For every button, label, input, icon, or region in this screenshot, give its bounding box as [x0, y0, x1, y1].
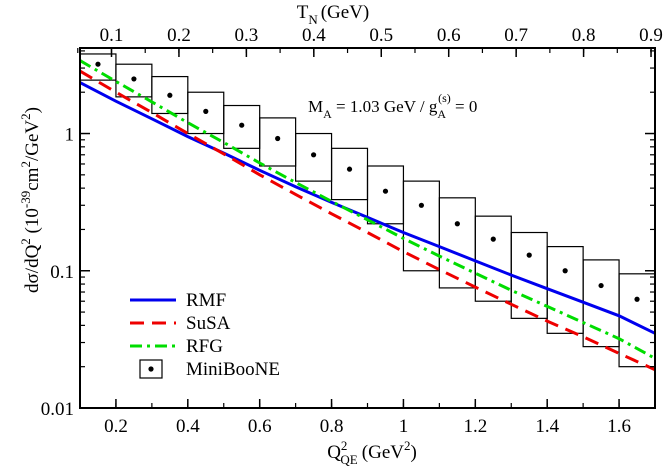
x-tick-label: 0.2 [104, 416, 128, 437]
y-tick-label: 0.01 [41, 399, 74, 420]
top-tick-label: 0.4 [302, 25, 326, 46]
top-tick-label: 0.1 [100, 25, 124, 46]
series-line-susa [79, 69, 656, 372]
series-line-rmf [79, 81, 656, 335]
miniboone-error-box [259, 117, 297, 167]
miniboone-point [203, 108, 209, 114]
x-tick-label: 0.8 [320, 416, 344, 437]
y-tick-label: 1 [65, 125, 75, 146]
top-tick-label: 0.7 [504, 25, 528, 46]
miniboone-error-box [330, 147, 369, 201]
series-layer [79, 59, 656, 372]
miniboone-point [275, 135, 281, 142]
top-tick-label: 0.5 [369, 25, 393, 46]
miniboone-point [454, 221, 460, 227]
miniboone-point [562, 268, 568, 274]
miniboone-error-box [438, 197, 476, 289]
x-tick-label: 1 [399, 416, 409, 437]
miniboone-point [239, 122, 245, 128]
legend-box-miniboone [139, 359, 163, 379]
miniboone-point [346, 166, 353, 172]
miniboone-error-box [618, 273, 656, 368]
x-axis-title: Q2 QE (GeV2) [327, 438, 417, 467]
x-tick-label: 0.4 [176, 416, 200, 437]
miniboone-point [418, 202, 425, 208]
miniboone-error-box [79, 53, 117, 81]
x-tick-label: 1.2 [463, 416, 487, 437]
top-tick-label: 0.8 [572, 25, 596, 46]
top-tick-label: 0.6 [437, 25, 461, 46]
miniboone-error-box [366, 165, 405, 225]
top-tick-label: 0.9 [639, 25, 663, 46]
data-layer [79, 53, 656, 368]
miniboone-point [382, 188, 389, 194]
miniboone-point [634, 296, 640, 302]
x-tick-label: 1.4 [535, 416, 559, 437]
top-tick-label: 0.2 [167, 25, 191, 46]
legend-label: RMF [186, 290, 226, 311]
legend-label: MiniBooNE [186, 359, 280, 380]
miniboone-point [95, 61, 101, 67]
y-axis-title: dσ/dQ2 (10-39cm2/GeV2) [18, 107, 43, 293]
top-tick-label: 0.3 [235, 25, 259, 46]
legend-label: RFG [186, 336, 223, 357]
axes-layer: 0.2 0.4 0.6 0.8 1 1.2 1.4 1.6 0.1 0.2 0.3 0.4 0.5 0.6… [41, 25, 663, 437]
legend-point-miniboone [148, 366, 154, 372]
miniboone-error-box [402, 180, 440, 272]
miniboone-point [490, 236, 496, 242]
miniboone-point [310, 152, 317, 158]
series-line-rfg [79, 59, 656, 360]
miniboone-point [598, 282, 604, 289]
top-axis-title: TN (GeV) [297, 2, 370, 27]
y-tick-label: 0.1 [50, 262, 74, 283]
miniboone-point [131, 76, 137, 82]
x-tick-label: 1.6 [607, 416, 631, 437]
parameter-annotation: MA = 1.03 GeV / gA(s) = 0 [308, 91, 477, 121]
legend-label: SuSA [186, 313, 231, 334]
x-tick-label: 0.6 [248, 416, 272, 437]
miniboone-point [526, 252, 532, 258]
miniboone-point [167, 92, 173, 98]
